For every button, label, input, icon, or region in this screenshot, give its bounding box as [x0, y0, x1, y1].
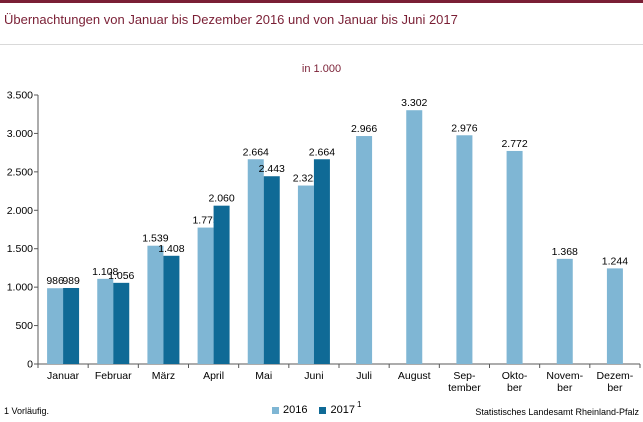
legend-item-2017: 2017 1	[319, 400, 361, 416]
y-tick-label: 500	[15, 320, 33, 332]
x-tick-label: Mai	[255, 370, 272, 382]
data-label-2017: 1.056	[108, 270, 134, 282]
legend-item-2016: 2016	[272, 404, 307, 416]
bar-2016	[97, 278, 114, 364]
bar-2016	[456, 135, 473, 364]
source-note: Statistisches Landesamt Rheinland-Pfalz	[475, 407, 639, 417]
legend-label-2016: 2016	[283, 404, 308, 416]
y-tick-label: 3.000	[7, 128, 33, 140]
bar-2016	[147, 245, 164, 364]
bar-2016	[406, 110, 423, 364]
x-tick-label: Dezem-	[597, 370, 634, 382]
chart-title: Übernachtungen von Januar bis Dezember 2…	[4, 12, 458, 27]
y-tick-label: 3.500	[7, 90, 33, 102]
y-tick-label: 1.000	[7, 282, 33, 294]
data-label-2016: 1.539	[142, 233, 168, 245]
bar-2017	[163, 255, 180, 364]
x-tick-label: März	[152, 370, 175, 382]
legend-label-2017: 2017	[330, 404, 355, 416]
data-label-2016: 1.244	[602, 255, 628, 267]
x-tick-label: Okto-	[502, 370, 528, 382]
legend-footnote-marker: 1	[356, 399, 362, 409]
x-tick-label: Juli	[356, 370, 372, 382]
bar-2016	[606, 268, 623, 364]
bar-2016	[506, 150, 523, 364]
x-tick-label: tember	[448, 382, 481, 394]
data-label-2016: 1.368	[552, 246, 578, 258]
data-label-2016: 2.664	[243, 146, 269, 158]
bar-2017	[113, 282, 130, 364]
y-tick-label: 2.500	[7, 166, 33, 178]
x-tick-label: Februar	[95, 370, 132, 382]
data-label-2017: 2.443	[259, 163, 285, 175]
y-tick-label: 0	[27, 359, 33, 371]
data-label-2016: 3.302	[401, 97, 427, 109]
data-label-2016: 2.772	[501, 138, 527, 150]
y-tick-label: 2.000	[7, 205, 33, 217]
legend: 2016 2017 1	[272, 400, 373, 416]
bar-2016	[47, 288, 64, 364]
data-label-2017: 989	[62, 275, 80, 287]
bar-2017	[213, 205, 230, 364]
bar-2017	[63, 287, 80, 364]
x-tick-label: Januar	[47, 370, 80, 382]
data-label-2016: 2.322	[293, 173, 319, 185]
bar-2016	[556, 258, 573, 364]
x-tick-label: Sep-	[453, 370, 476, 382]
x-tick-label: ber	[607, 382, 623, 394]
top-accent-bar	[0, 0, 643, 3]
bar-2016	[247, 159, 264, 364]
data-label-2017: 2.664	[309, 146, 335, 158]
footnote: 1 Vorläufig.	[4, 406, 50, 416]
bar-2017	[313, 159, 330, 364]
data-label-2016: 986	[46, 275, 64, 287]
legend-swatch-2016	[272, 406, 279, 414]
data-label-2016: 1.775	[192, 215, 218, 227]
data-label-2016: 1.108	[92, 266, 118, 278]
data-label-2016: 2.976	[451, 122, 477, 134]
x-tick-label: April	[203, 370, 224, 382]
unit-label: in 1.000	[301, 63, 342, 75]
x-tick-label: Novem-	[546, 370, 583, 382]
x-tick-label: ber	[507, 382, 523, 394]
title-divider	[0, 44, 643, 45]
bar-2016	[197, 227, 214, 364]
x-tick-label: ber	[557, 382, 573, 394]
bar-2016	[297, 185, 314, 364]
x-tick-label: Juni	[304, 370, 323, 382]
bar-2017	[263, 176, 280, 364]
x-tick-label: August	[398, 370, 431, 382]
data-label-2017: 2.060	[208, 193, 234, 205]
data-label-2017: 1.408	[158, 243, 184, 255]
bar-2016	[356, 136, 373, 364]
data-label-2016: 2.966	[351, 123, 377, 135]
legend-swatch-2017	[319, 406, 327, 414]
y-tick-label: 1.500	[7, 243, 33, 255]
